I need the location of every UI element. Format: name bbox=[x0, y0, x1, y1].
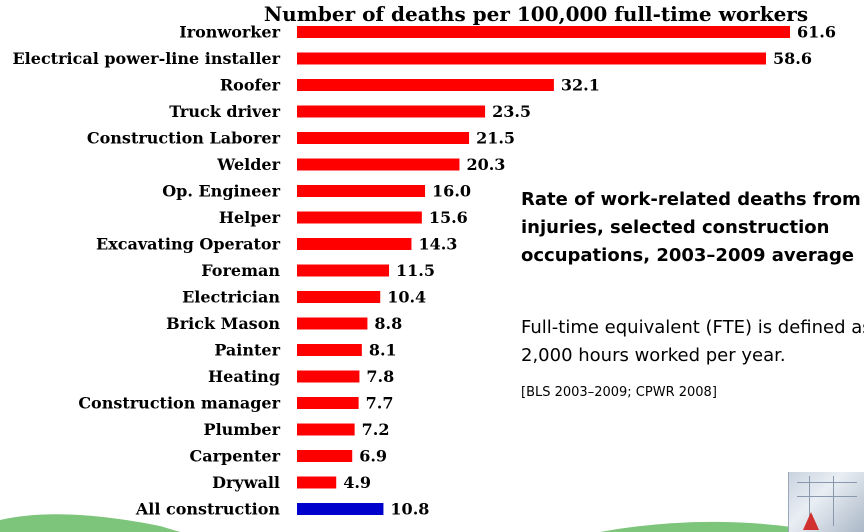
corner-image bbox=[788, 472, 864, 532]
category-label: Electrician bbox=[182, 288, 280, 307]
value-label: 58.6 bbox=[773, 49, 812, 68]
bar bbox=[297, 291, 381, 303]
bar bbox=[297, 185, 426, 197]
bar bbox=[297, 397, 359, 409]
value-label: 15.6 bbox=[429, 208, 468, 227]
category-label: Ironworker bbox=[179, 23, 280, 42]
value-label: 16.0 bbox=[432, 182, 471, 201]
category-label: Truck driver bbox=[169, 102, 280, 121]
category-label: Excavating Operator bbox=[96, 235, 281, 254]
fte-definition-line2: 2,000 hours worked per year. bbox=[521, 345, 786, 366]
value-label: 32.1 bbox=[561, 76, 600, 95]
category-label: Op. Engineer bbox=[162, 182, 280, 201]
value-label: 7.2 bbox=[362, 420, 390, 439]
bar bbox=[297, 317, 368, 330]
category-label: Roofer bbox=[220, 76, 281, 95]
bar bbox=[297, 211, 422, 224]
bar bbox=[297, 264, 390, 277]
bar bbox=[297, 503, 384, 515]
category-label: Drywall bbox=[212, 473, 280, 492]
bar bbox=[297, 52, 766, 65]
corner-red-mark bbox=[803, 512, 819, 530]
category-label: Welder bbox=[216, 155, 280, 174]
value-label: 6.9 bbox=[359, 447, 387, 466]
fte-definition: Full-time equivalent (FTE) is defined as… bbox=[521, 314, 864, 370]
value-label: 10.8 bbox=[390, 500, 429, 519]
value-label: 61.6 bbox=[797, 23, 836, 42]
value-label: 23.5 bbox=[492, 102, 531, 121]
category-label: Carpenter bbox=[189, 447, 280, 466]
value-label: 8.1 bbox=[369, 341, 397, 360]
value-label: 21.5 bbox=[476, 129, 515, 148]
category-label: Helper bbox=[219, 208, 281, 227]
value-label: 4.9 bbox=[343, 473, 371, 492]
value-label: 14.3 bbox=[418, 235, 457, 254]
decorative-wave bbox=[0, 514, 800, 532]
chart-title: Number of deaths per 100,000 full-time w… bbox=[263, 2, 809, 26]
chart-description: Rate of work-related deaths from injurie… bbox=[521, 189, 861, 266]
category-label: Construction manager bbox=[78, 394, 280, 413]
bar bbox=[297, 238, 412, 250]
category-label: Electrical power-line installer bbox=[12, 49, 280, 68]
bar bbox=[297, 450, 353, 462]
category-label: Painter bbox=[214, 341, 280, 360]
category-label: Foreman bbox=[201, 261, 280, 280]
category-label: Plumber bbox=[204, 420, 281, 439]
bar bbox=[297, 79, 554, 91]
bar bbox=[297, 423, 355, 436]
bar bbox=[297, 158, 460, 171]
category-label: Heating bbox=[208, 367, 280, 386]
bar bbox=[297, 26, 790, 38]
source-citation: [BLS 2003–2009; CPWR 2008] bbox=[521, 385, 717, 400]
value-label: 10.4 bbox=[387, 288, 426, 307]
category-label: Brick Mason bbox=[166, 314, 280, 333]
bar bbox=[297, 132, 470, 144]
bar bbox=[297, 344, 362, 356]
bar bbox=[297, 105, 486, 118]
value-label: 20.3 bbox=[466, 155, 505, 174]
value-label: 8.8 bbox=[374, 314, 402, 333]
value-label: 7.7 bbox=[366, 394, 394, 413]
value-label: 11.5 bbox=[396, 261, 435, 280]
category-label: Construction Laborer bbox=[87, 129, 281, 148]
category-label: All construction bbox=[135, 500, 281, 519]
fte-definition-line1: Full-time equivalent (FTE) is defined as bbox=[521, 317, 864, 338]
value-label: 7.8 bbox=[366, 367, 394, 386]
bar bbox=[297, 370, 360, 383]
bar bbox=[297, 476, 337, 489]
